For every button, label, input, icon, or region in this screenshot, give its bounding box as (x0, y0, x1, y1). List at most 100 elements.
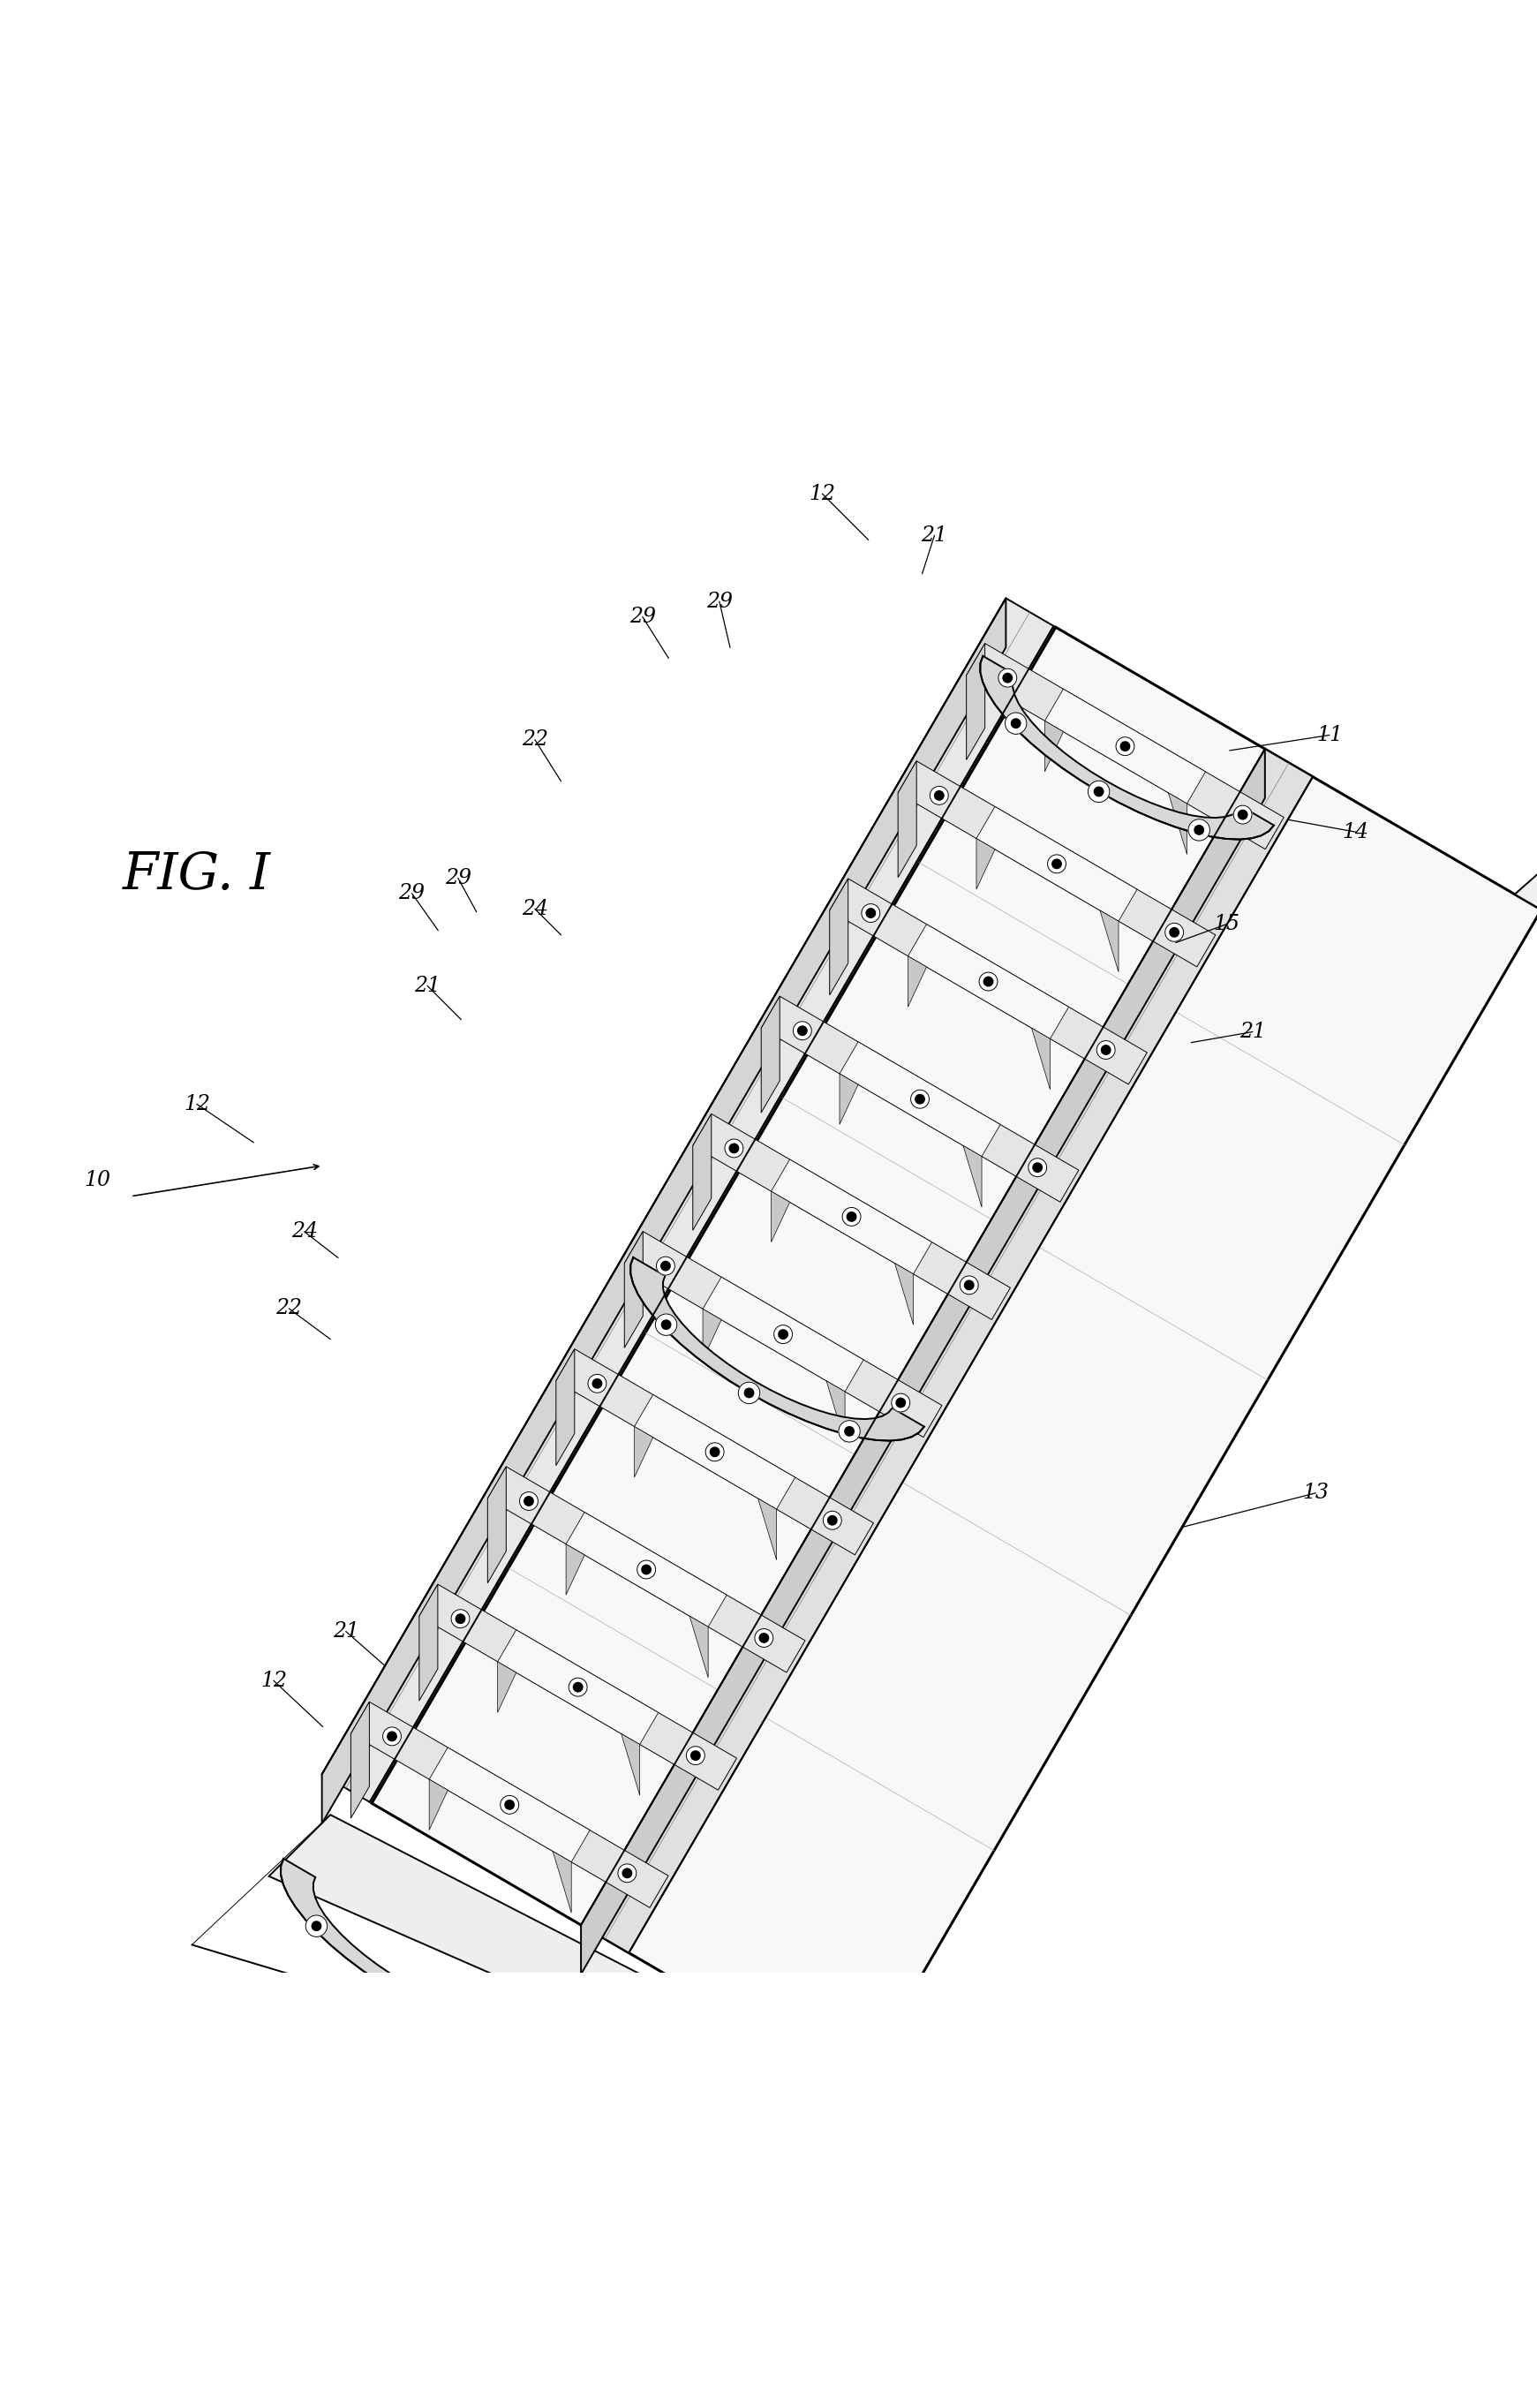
Circle shape (1194, 826, 1203, 836)
Polygon shape (1031, 1028, 1050, 1088)
Polygon shape (693, 1115, 712, 1230)
Circle shape (1028, 1158, 1047, 1178)
Polygon shape (1045, 689, 1205, 804)
Text: 29: 29 (444, 867, 472, 889)
Circle shape (1048, 855, 1067, 874)
Polygon shape (487, 1466, 506, 1582)
Text: 13: 13 (1302, 1483, 1330, 1503)
Circle shape (642, 1565, 652, 1575)
Polygon shape (690, 1616, 709, 1678)
Circle shape (495, 2028, 504, 2037)
Polygon shape (269, 1816, 888, 2148)
Circle shape (1005, 713, 1027, 734)
Polygon shape (553, 1852, 572, 1912)
Circle shape (979, 973, 998, 990)
Polygon shape (635, 1394, 795, 1510)
Polygon shape (321, 597, 1005, 1823)
Polygon shape (976, 807, 1137, 922)
Text: 24: 24 (290, 1221, 318, 1243)
Text: FIG. I: FIG. I (123, 850, 271, 901)
Text: 24: 24 (521, 898, 549, 920)
Polygon shape (498, 1630, 658, 1743)
Circle shape (589, 1375, 607, 1392)
Circle shape (1053, 860, 1062, 869)
Circle shape (738, 1382, 759, 1404)
Circle shape (911, 1091, 930, 1108)
Circle shape (524, 1495, 533, 1505)
Text: 15: 15 (1213, 915, 1240, 934)
Text: 21: 21 (921, 525, 948, 544)
Polygon shape (624, 1230, 642, 1348)
Circle shape (520, 1493, 538, 1510)
Polygon shape (758, 1498, 776, 1560)
Polygon shape (908, 925, 1068, 1038)
Circle shape (692, 1751, 701, 1760)
Polygon shape (908, 956, 927, 1007)
Circle shape (934, 790, 944, 799)
Polygon shape (556, 1348, 575, 1466)
Polygon shape (976, 838, 994, 889)
Circle shape (638, 1560, 656, 1580)
Polygon shape (487, 1466, 805, 1674)
Circle shape (755, 1628, 773, 1647)
Circle shape (744, 1389, 753, 1397)
Polygon shape (581, 749, 1313, 1953)
Circle shape (862, 903, 881, 922)
Polygon shape (772, 1158, 931, 1274)
Polygon shape (1100, 910, 1119, 973)
Circle shape (573, 1683, 583, 1693)
Text: 14: 14 (1342, 821, 1369, 843)
Polygon shape (967, 643, 1283, 850)
Polygon shape (420, 1584, 438, 1700)
Polygon shape (281, 1859, 575, 2042)
Polygon shape (898, 761, 916, 877)
Polygon shape (556, 1348, 873, 1556)
Text: 22: 22 (275, 1298, 303, 1320)
Circle shape (618, 1864, 636, 1883)
Polygon shape (761, 997, 779, 1112)
Circle shape (930, 787, 948, 804)
Polygon shape (498, 1662, 516, 1712)
Circle shape (705, 1442, 724, 1462)
Text: 10: 10 (85, 1170, 111, 1190)
Circle shape (655, 1315, 676, 1336)
Text: 21: 21 (332, 1621, 360, 1642)
Circle shape (847, 1211, 856, 1221)
Circle shape (312, 1922, 321, 1931)
Polygon shape (630, 1257, 924, 1440)
Text: 29: 29 (629, 607, 656, 626)
Polygon shape (898, 761, 1216, 966)
Circle shape (389, 1984, 410, 2006)
Polygon shape (1168, 792, 1187, 855)
Circle shape (622, 1869, 632, 1878)
Text: 29: 29 (705, 592, 733, 612)
Polygon shape (624, 1230, 942, 1438)
Polygon shape (702, 1310, 721, 1361)
Text: 22: 22 (521, 730, 549, 749)
Circle shape (1004, 674, 1013, 681)
Text: 12: 12 (808, 484, 836, 503)
Text: 21: 21 (413, 975, 441, 997)
Circle shape (661, 1320, 670, 1329)
Text: 12: 12 (260, 1671, 287, 1690)
Circle shape (828, 1515, 838, 1524)
Polygon shape (581, 749, 1265, 1975)
Circle shape (661, 1262, 670, 1271)
Circle shape (1234, 807, 1253, 824)
Circle shape (687, 1746, 705, 1765)
Circle shape (1094, 787, 1104, 797)
Circle shape (984, 978, 993, 987)
Polygon shape (827, 1380, 845, 1442)
Circle shape (730, 1144, 739, 1153)
Polygon shape (372, 626, 1537, 2085)
Circle shape (1088, 780, 1110, 802)
Circle shape (593, 1380, 603, 1387)
Polygon shape (967, 643, 985, 761)
Polygon shape (693, 1115, 1010, 1320)
Circle shape (891, 1394, 910, 1411)
Text: 11: 11 (1316, 725, 1343, 744)
Polygon shape (761, 997, 1079, 1202)
Polygon shape (566, 1512, 727, 1628)
Text: 29: 29 (398, 884, 426, 903)
Circle shape (845, 1426, 855, 1435)
